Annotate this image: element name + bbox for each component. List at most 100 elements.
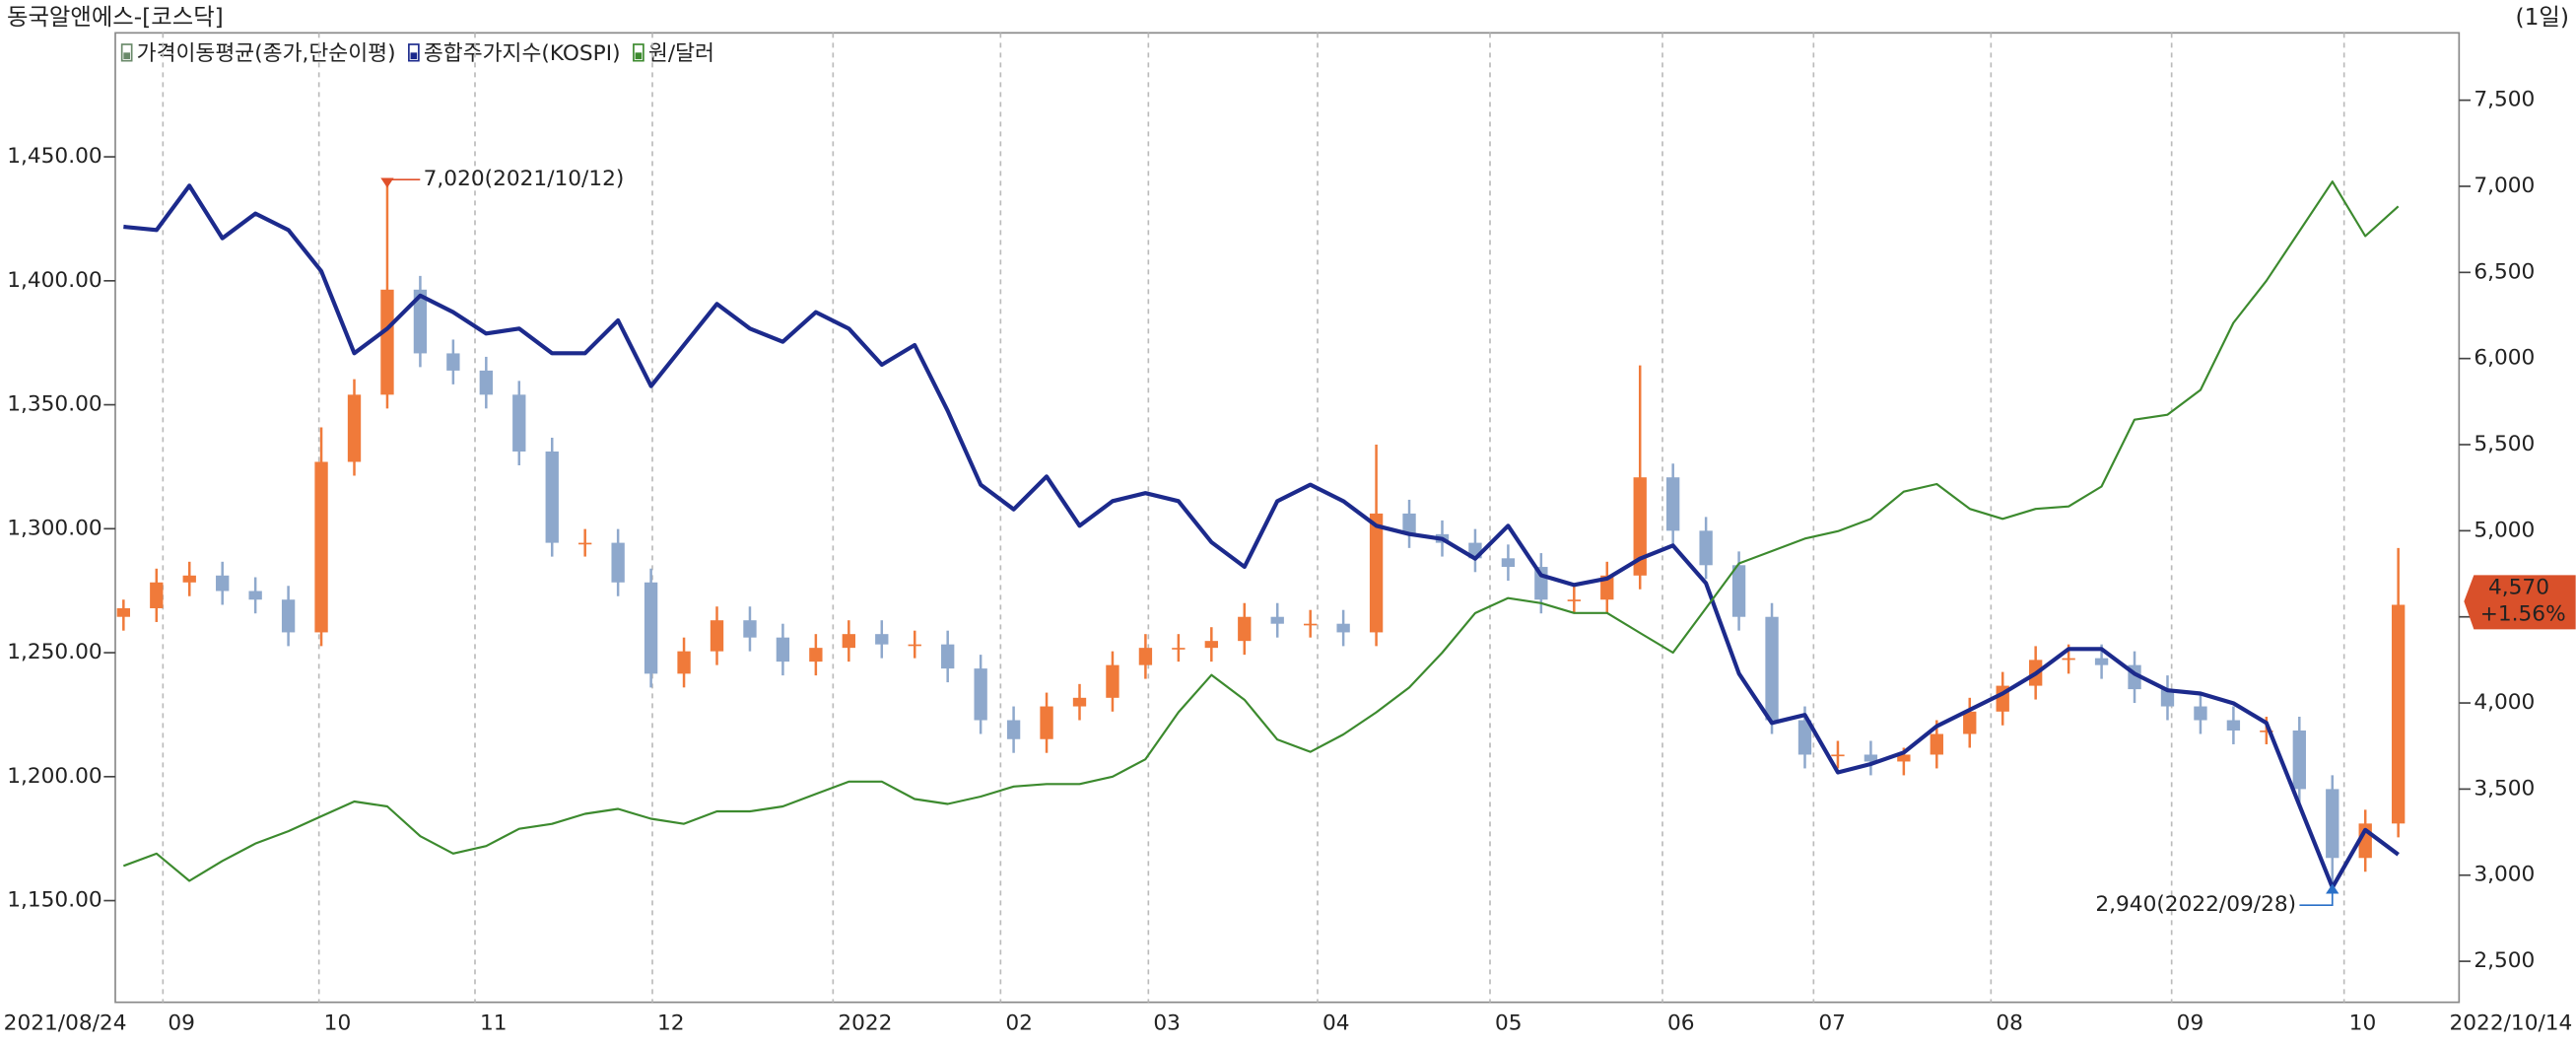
candle-body (1270, 616, 1284, 624)
candle-body (1699, 530, 1713, 566)
y2-tick-label: 4,000 (2474, 690, 2535, 715)
y-tick-label: 1,150.00 (7, 888, 102, 913)
legend-swatch-fill (410, 52, 418, 59)
annotation-marker (2326, 883, 2339, 894)
candle-body (1304, 623, 1318, 626)
y2-tick-label: 6,000 (2474, 346, 2535, 371)
candle-body (1501, 558, 1516, 568)
candle-body (1238, 616, 1252, 642)
last-price-change: +1.56% (2480, 601, 2566, 626)
legend-label: 종합주가지수(KOSPI) (424, 41, 621, 66)
candle-body (314, 461, 328, 633)
last-price-box (2464, 575, 2576, 630)
line-series (122, 180, 2400, 882)
candle-body (1864, 754, 1878, 762)
candle-body (710, 620, 724, 652)
candle-body (1106, 664, 1119, 698)
candle-body (1402, 513, 1416, 534)
candle-body (1369, 513, 1384, 633)
annotation: 7,020(2021/10/12) (424, 167, 625, 191)
candle-body (512, 394, 526, 453)
y2-tick-label: 5,000 (2474, 518, 2535, 542)
y-tick-label: 1,300.00 (7, 516, 102, 540)
candle-body (281, 599, 296, 633)
candle-body (2160, 689, 2175, 707)
x-tick-label: 02 (1005, 1010, 1033, 1035)
candle-body (2094, 658, 2109, 665)
legend-swatch-fill (635, 52, 643, 59)
candle-body (1336, 623, 1350, 633)
y-tick-label: 1,250.00 (7, 640, 102, 664)
candle-body (1963, 711, 1977, 734)
legend: 가격이동평균(종가,단순이평) 종합주가지수(KOSPI) 원/달러 (120, 41, 714, 66)
annotation-leader (2299, 891, 2334, 907)
candle-body (1204, 641, 1218, 649)
period-label: (1일) (2515, 3, 2569, 31)
legend-label: 가격이동평균(종가,단순이평) (137, 41, 396, 66)
annotation: 2,940(2022/09/28) (2095, 892, 2296, 917)
legend-swatch-fill (123, 52, 130, 59)
y-tick-label: 1,200.00 (7, 764, 102, 789)
candle-body (182, 575, 196, 583)
legend-label: 원/달러 (648, 41, 714, 66)
candle-body (941, 644, 955, 669)
line-series (123, 183, 2400, 890)
x-tick-label: 2021/08/24 (4, 1010, 127, 1035)
y2-tick-label: 5,500 (2474, 432, 2535, 456)
y2-tick-label: 2,500 (2474, 948, 2535, 973)
candle-body (1567, 599, 1581, 601)
plot-frame (114, 32, 2461, 1004)
x-tick-label: 12 (657, 1010, 685, 1035)
candle-body (1006, 720, 1021, 739)
x-tick-label: 10 (324, 1010, 352, 1035)
candle-body (1731, 565, 1746, 617)
candle-body (2226, 720, 2241, 732)
x-tick-label: 05 (1495, 1010, 1523, 1035)
candle-body (479, 370, 493, 395)
x-tick-label: 09 (168, 1010, 195, 1035)
candle-body (216, 575, 230, 592)
y2-tick-label: 3,500 (2474, 776, 2535, 801)
candle-body (1040, 706, 1053, 739)
candle-body (1797, 720, 1812, 755)
candle-body (1897, 754, 1911, 762)
candle-body (116, 607, 130, 617)
candle-body (248, 591, 262, 600)
candle-body (2062, 658, 2075, 661)
candle-body (677, 651, 691, 674)
candle-body (1600, 575, 1614, 600)
x-tick-label: 03 (1153, 1010, 1181, 1035)
x-tick-label: 07 (1818, 1010, 1846, 1035)
x-tick-label: 2022/10/14 (2450, 1010, 2573, 1035)
candle-body (380, 289, 394, 395)
candle-body (776, 637, 790, 662)
candle-body (809, 648, 823, 662)
y-tick-label: 1,400.00 (7, 268, 102, 293)
candle-body (2326, 789, 2339, 859)
candle-body (2194, 706, 2207, 721)
candle-body (413, 289, 428, 354)
candle-body (1666, 477, 1680, 531)
y-tick-label: 1,450.00 (7, 144, 102, 169)
last-price: 4,570 (2488, 576, 2549, 600)
candle-body (1072, 697, 1087, 707)
candle-body (150, 582, 164, 608)
y2-tick-label: 7,500 (2474, 88, 2535, 112)
candle-body (974, 668, 987, 721)
candle-body (2260, 731, 2273, 732)
candle-body (1138, 648, 1153, 665)
x-tick-label: 09 (2177, 1010, 2204, 1035)
candle-body (2392, 604, 2406, 824)
candle-body (611, 542, 625, 583)
y-tick-label: 1,350.00 (7, 392, 102, 417)
candle-body (545, 452, 559, 543)
y2-tick-label: 7,000 (2474, 174, 2535, 198)
candle-body (347, 394, 362, 462)
candle-body (743, 620, 757, 638)
candle-body (842, 634, 855, 649)
candle-body (1831, 754, 1845, 757)
candle-body (1930, 733, 1943, 755)
